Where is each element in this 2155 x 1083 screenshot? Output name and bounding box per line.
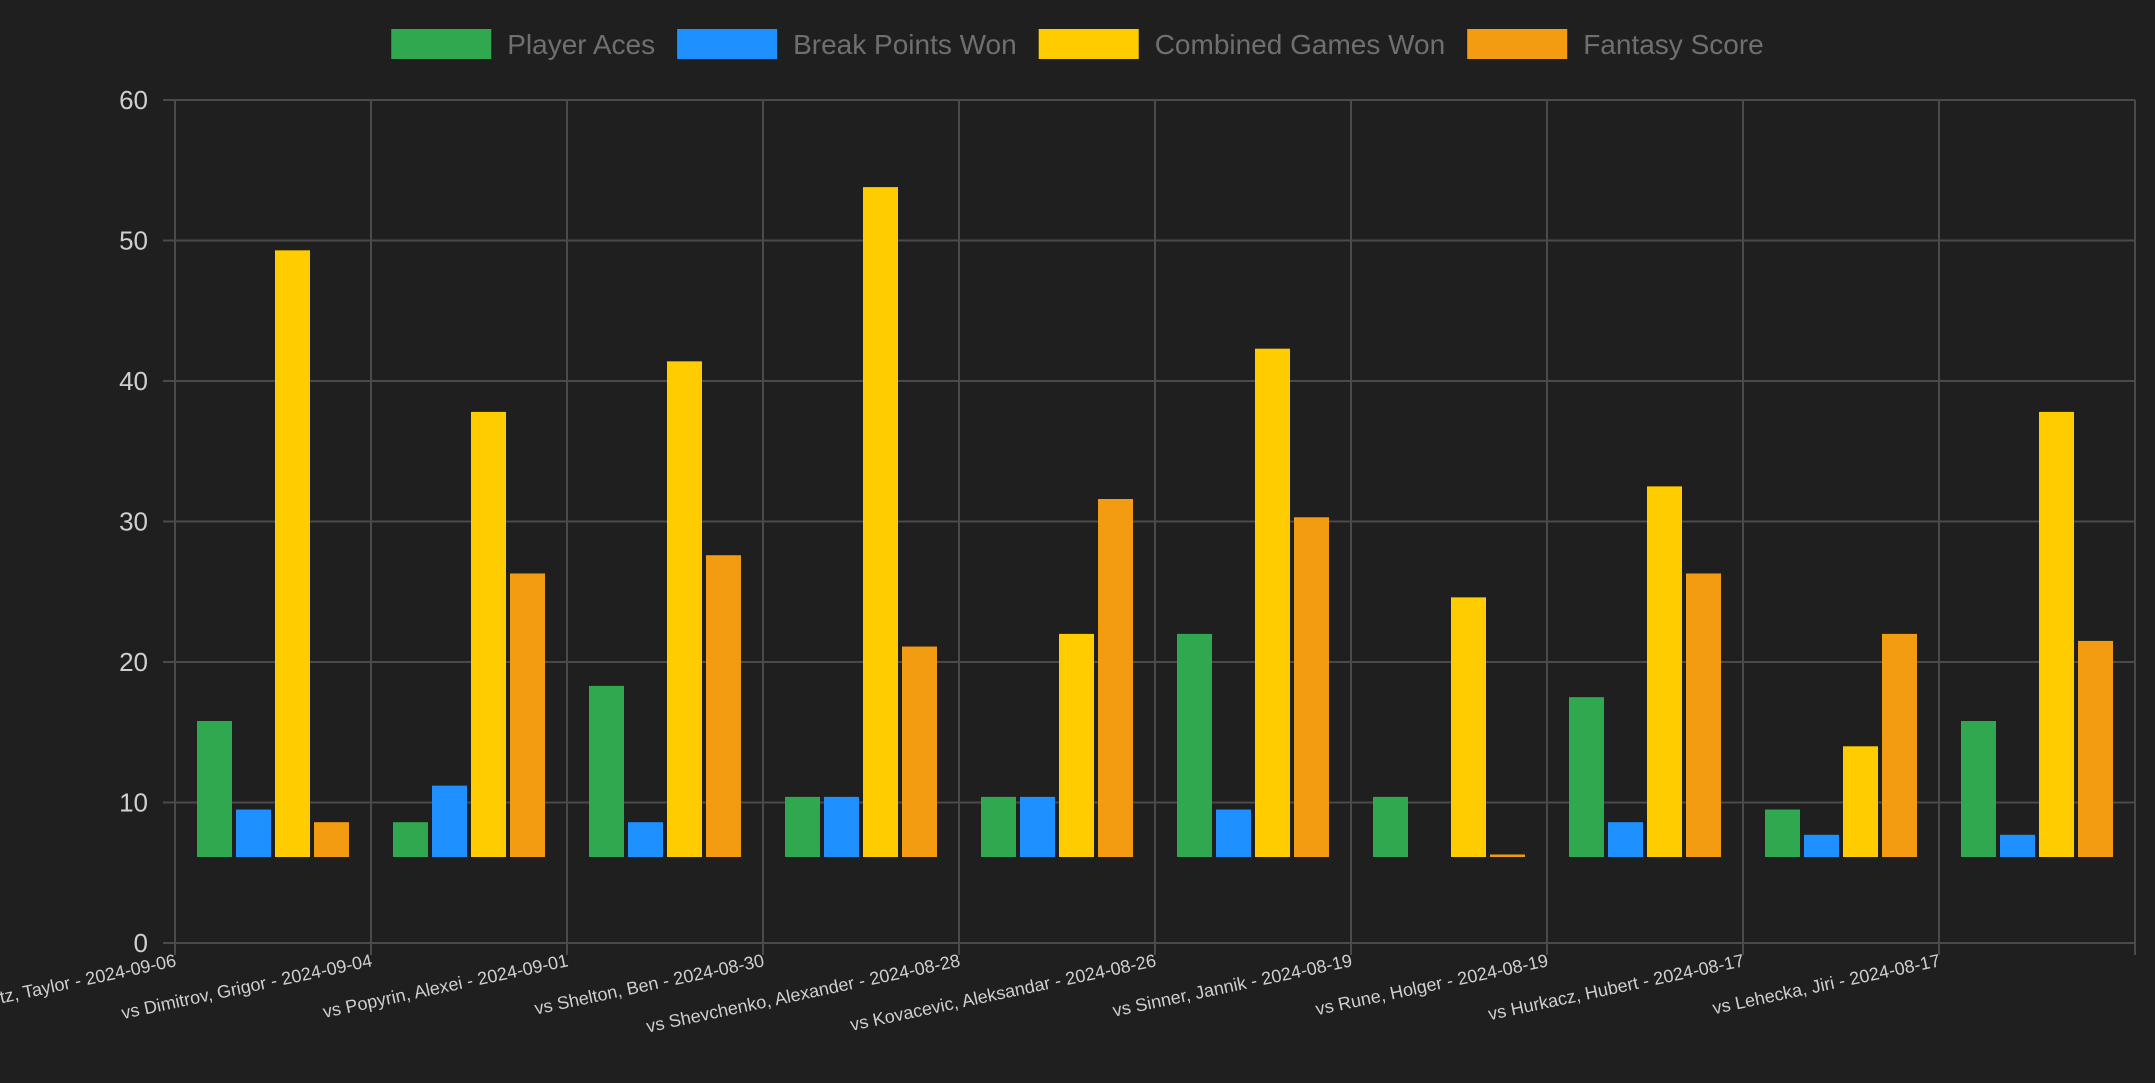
y-tick-label: 50: [119, 226, 148, 256]
y-tick-label: 0: [134, 928, 148, 958]
x-tick-label: vs Shevchenko, Alexander - 2024-08-28: [644, 950, 961, 1036]
bar-combined-games-won[interactable]: [275, 250, 310, 857]
bar-combined-games-won[interactable]: [1255, 348, 1290, 857]
bar-combined-games-won[interactable]: [1843, 746, 1878, 857]
y-tick-label: 10: [119, 788, 148, 818]
legend-label: Player Aces: [507, 29, 655, 60]
bar-fantasy-score[interactable]: [1882, 633, 1917, 857]
bar-combined-games-won[interactable]: [863, 187, 898, 858]
legend-item-player-aces[interactable]: Player Aces: [391, 29, 655, 60]
bar-fantasy-score[interactable]: [1686, 573, 1721, 857]
bar-fantasy-score[interactable]: [314, 822, 349, 857]
bar-player-aces[interactable]: [589, 685, 624, 857]
bar-fantasy-score[interactable]: [510, 573, 545, 857]
legend-label: Combined Games Won: [1155, 29, 1446, 60]
y-tick-label: 30: [119, 507, 148, 537]
bar-player-aces[interactable]: [1177, 633, 1212, 857]
legend-item-fantasy-score[interactable]: Fantasy Score: [1467, 29, 1764, 60]
bar-player-aces[interactable]: [1569, 697, 1604, 857]
legend-swatch: [1038, 29, 1139, 59]
bar-player-aces[interactable]: [1961, 721, 1996, 857]
legend-label: Fantasy Score: [1583, 29, 1764, 60]
bar-player-aces[interactable]: [393, 822, 428, 857]
bar-combined-games-won[interactable]: [1059, 633, 1094, 857]
x-tick-label: vs Lehecka, Jiri - 2024-08-17: [1711, 950, 1942, 1018]
legend[interactable]: Player Aces Break Points Won Combined Game…: [391, 29, 1764, 60]
bar-fantasy-score[interactable]: [902, 646, 937, 857]
bar-combined-games-won[interactable]: [471, 411, 506, 857]
bar-fantasy-score[interactable]: [1294, 517, 1329, 857]
grid: [163, 99, 2136, 955]
bar-break-points-won[interactable]: [236, 809, 271, 857]
y-tick-label: 60: [119, 85, 148, 115]
bar-player-aces[interactable]: [197, 721, 232, 857]
bar-break-points-won[interactable]: [432, 785, 467, 857]
bar-fantasy-score[interactable]: [1098, 499, 1133, 857]
bar-player-aces[interactable]: [785, 796, 820, 857]
y-axis: 0 10 20 30 40 50 60: [119, 85, 148, 958]
bar-combined-games-won[interactable]: [1451, 597, 1486, 857]
bar-break-points-won[interactable]: [1804, 834, 1839, 857]
legend-swatch: [391, 29, 492, 59]
bar-break-points-won[interactable]: [1216, 809, 1251, 857]
bar-combined-games-won[interactable]: [1647, 486, 1682, 857]
legend-swatch: [677, 29, 778, 59]
bar-player-aces[interactable]: [1373, 796, 1408, 857]
bar-combined-games-won[interactable]: [2039, 411, 2074, 857]
bar-break-points-won[interactable]: [824, 796, 859, 857]
legend-swatch: [1467, 29, 1568, 59]
bar-break-points-won[interactable]: [628, 822, 663, 857]
legend-item-break-points-won[interactable]: Break Points Won: [677, 29, 1017, 60]
bar-player-aces[interactable]: [1765, 809, 1800, 857]
bar-fantasy-score[interactable]: [1490, 854, 1525, 857]
legend-item-combined-games-won[interactable]: Combined Games Won: [1038, 29, 1446, 60]
bar-break-points-won[interactable]: [2000, 834, 2035, 857]
bar-fantasy-score[interactable]: [706, 555, 741, 857]
bar-player-aces[interactable]: [981, 796, 1016, 857]
bars: [197, 187, 2113, 858]
y-tick-label: 40: [119, 366, 148, 396]
bar-fantasy-score[interactable]: [2078, 640, 2113, 857]
y-tick-label: 20: [119, 647, 148, 677]
bar-combined-games-won[interactable]: [667, 361, 702, 857]
bar-break-points-won[interactable]: [1020, 796, 1055, 857]
legend-label: Break Points Won: [793, 29, 1017, 60]
bar-break-points-won[interactable]: [1608, 822, 1643, 857]
